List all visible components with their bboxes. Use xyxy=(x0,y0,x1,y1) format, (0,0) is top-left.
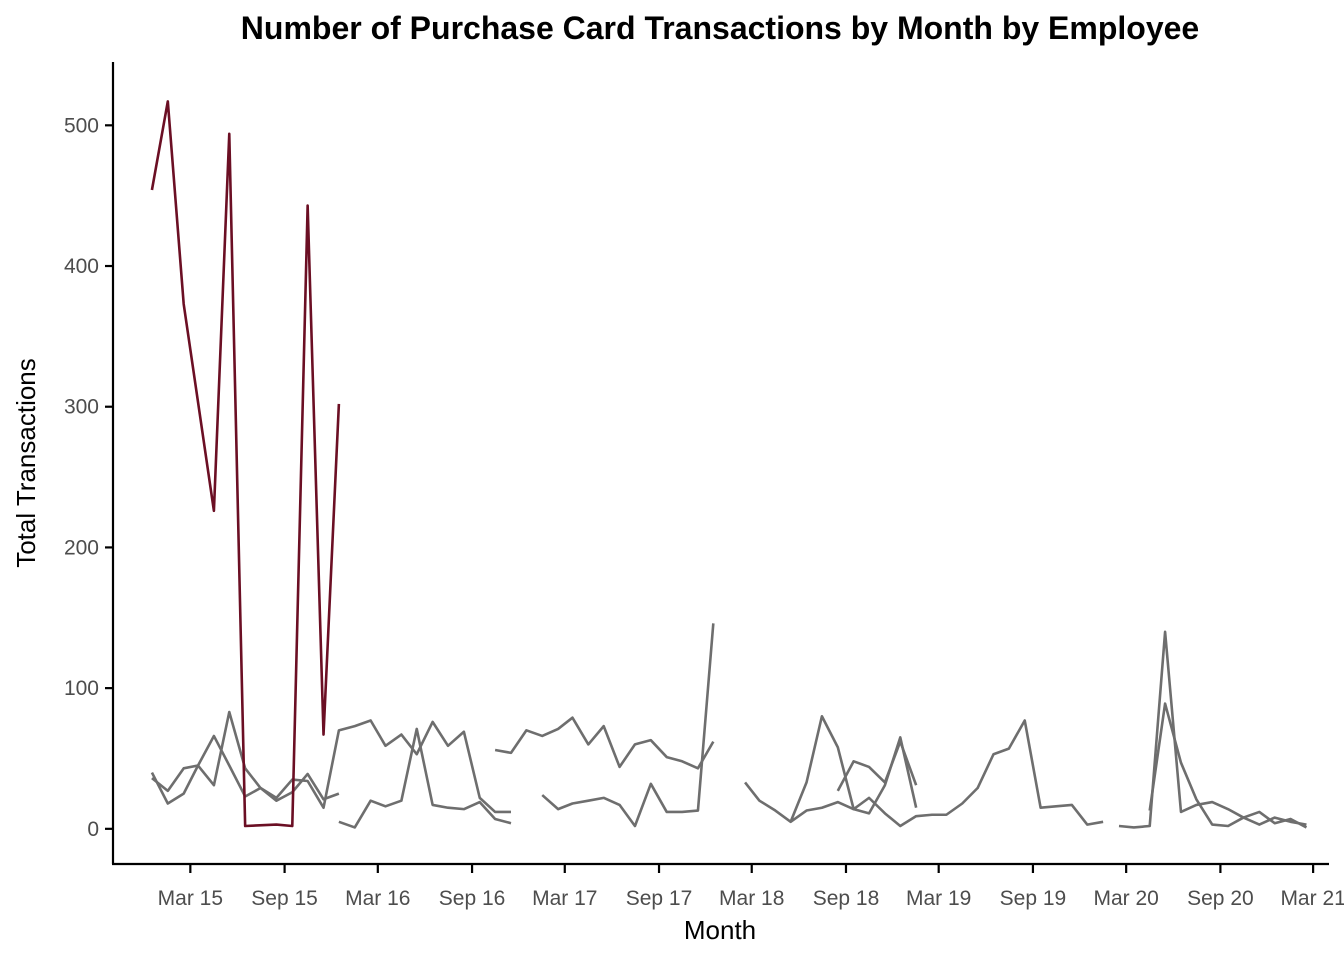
y-tick-label: 500 xyxy=(64,114,99,137)
x-tick-label: Mar 16 xyxy=(345,887,410,910)
y-tick-label: 100 xyxy=(64,677,99,700)
x-tick-label: Mar 20 xyxy=(1093,887,1158,910)
x-tick-label: Mar 18 xyxy=(719,887,784,910)
x-tick-label: Mar 19 xyxy=(906,887,971,910)
series-line-3 xyxy=(338,727,512,829)
y-tick-label: 200 xyxy=(64,536,99,559)
x-axis-title: Month xyxy=(684,915,756,945)
x-tick-label: Sep 17 xyxy=(626,887,693,910)
series-line-9 xyxy=(1118,630,1308,829)
series-line-4 xyxy=(494,716,715,770)
x-tick-label: Sep 19 xyxy=(1000,887,1067,910)
series-line-6 xyxy=(744,736,918,824)
series-line-1 xyxy=(151,710,511,814)
y-tick-label: 400 xyxy=(64,255,99,278)
x-tick-label: Sep 15 xyxy=(251,887,318,910)
x-tick-label: Sep 18 xyxy=(813,887,880,910)
highlighted-series-line xyxy=(150,100,341,828)
y-tick-label: 300 xyxy=(64,396,99,419)
x-tick-label: Sep 20 xyxy=(1187,887,1254,910)
series-line-5 xyxy=(541,623,715,828)
chart-title: Number of Purchase Card Transactions by … xyxy=(241,10,1199,46)
series-line-8 xyxy=(836,740,918,792)
x-tick-label: Mar 17 xyxy=(532,887,597,910)
x-tick-label: Sep 16 xyxy=(439,887,506,910)
y-axis-title: Total Transactions xyxy=(11,358,41,568)
x-tick-label: Mar 21 xyxy=(1280,887,1344,910)
series-line-7 xyxy=(789,714,1104,828)
y-axis-ticks: 0 100 200 300 400 500 xyxy=(64,114,113,841)
x-tick-label: Mar 15 xyxy=(158,887,223,910)
series-line-10 xyxy=(1148,702,1307,828)
y-tick-label: 0 xyxy=(87,818,99,841)
series-group xyxy=(150,100,1308,829)
x-axis-ticks: Mar 15 Sep 15 Mar 16 Sep 16 Mar 17 Sep 17 Mar … xyxy=(158,864,1344,910)
